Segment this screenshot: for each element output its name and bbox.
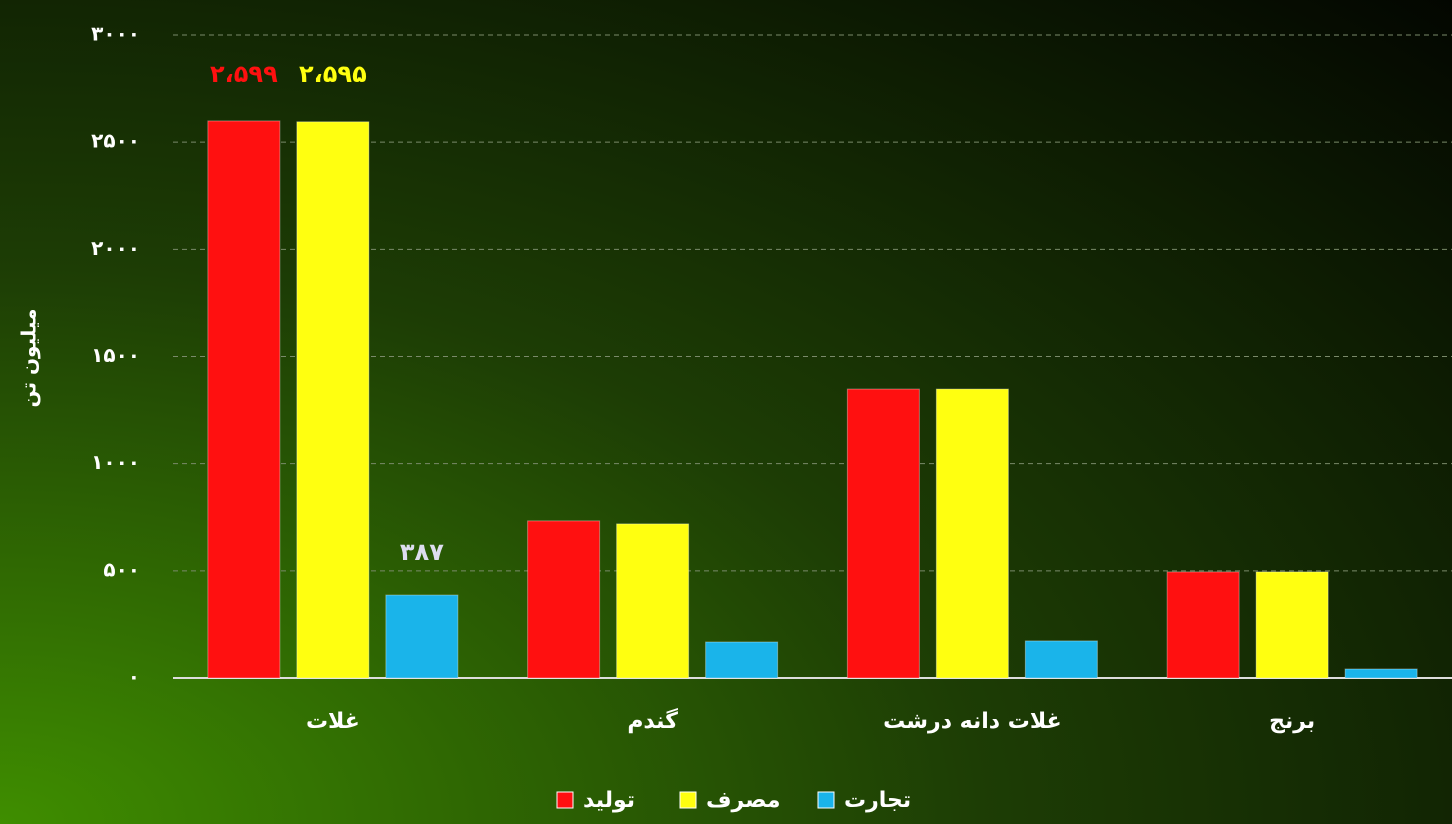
bar [846, 388, 920, 679]
y-tick-label: ۵۰۰ [103, 557, 140, 581]
y-tick-label: ۲۰۰۰ [91, 236, 140, 260]
bar [1166, 571, 1240, 679]
y-tick-label: ۳۰۰۰ [91, 22, 140, 46]
data-label: ۲،۵۹۵ [299, 60, 367, 88]
data-label: ۳۸۷ [400, 538, 444, 566]
x-tick-label: برنج [1269, 709, 1315, 734]
legend-label: تجارت [844, 788, 911, 813]
bar [1344, 668, 1418, 679]
y-tick-label: ۰ [128, 665, 140, 689]
y-axis-label: میلیون تن [17, 309, 41, 408]
data-label: ۲،۵۹۹ [210, 60, 278, 88]
bar [1024, 640, 1098, 679]
legend-marker [556, 791, 574, 809]
x-tick-label: غلات دانه درشت [883, 709, 1061, 734]
legend-label: مصرف [706, 788, 781, 813]
bar [935, 388, 1009, 679]
legend-marker [679, 791, 697, 809]
bar [616, 523, 690, 679]
bar [207, 120, 281, 679]
bar [385, 594, 459, 679]
legend-label: تولید [583, 788, 635, 813]
legend-marker [817, 791, 835, 809]
x-tick-label: غلات [306, 709, 360, 734]
x-tick-label: گندم [627, 707, 678, 734]
bar [296, 121, 370, 679]
y-tick-label: ۲۵۰۰ [91, 129, 140, 153]
bar [1255, 571, 1329, 679]
y-tick-label: ۱۰۰۰ [91, 450, 140, 474]
y-tick-label: ۱۵۰۰ [91, 343, 140, 367]
bar [527, 520, 601, 679]
bar [705, 641, 779, 679]
